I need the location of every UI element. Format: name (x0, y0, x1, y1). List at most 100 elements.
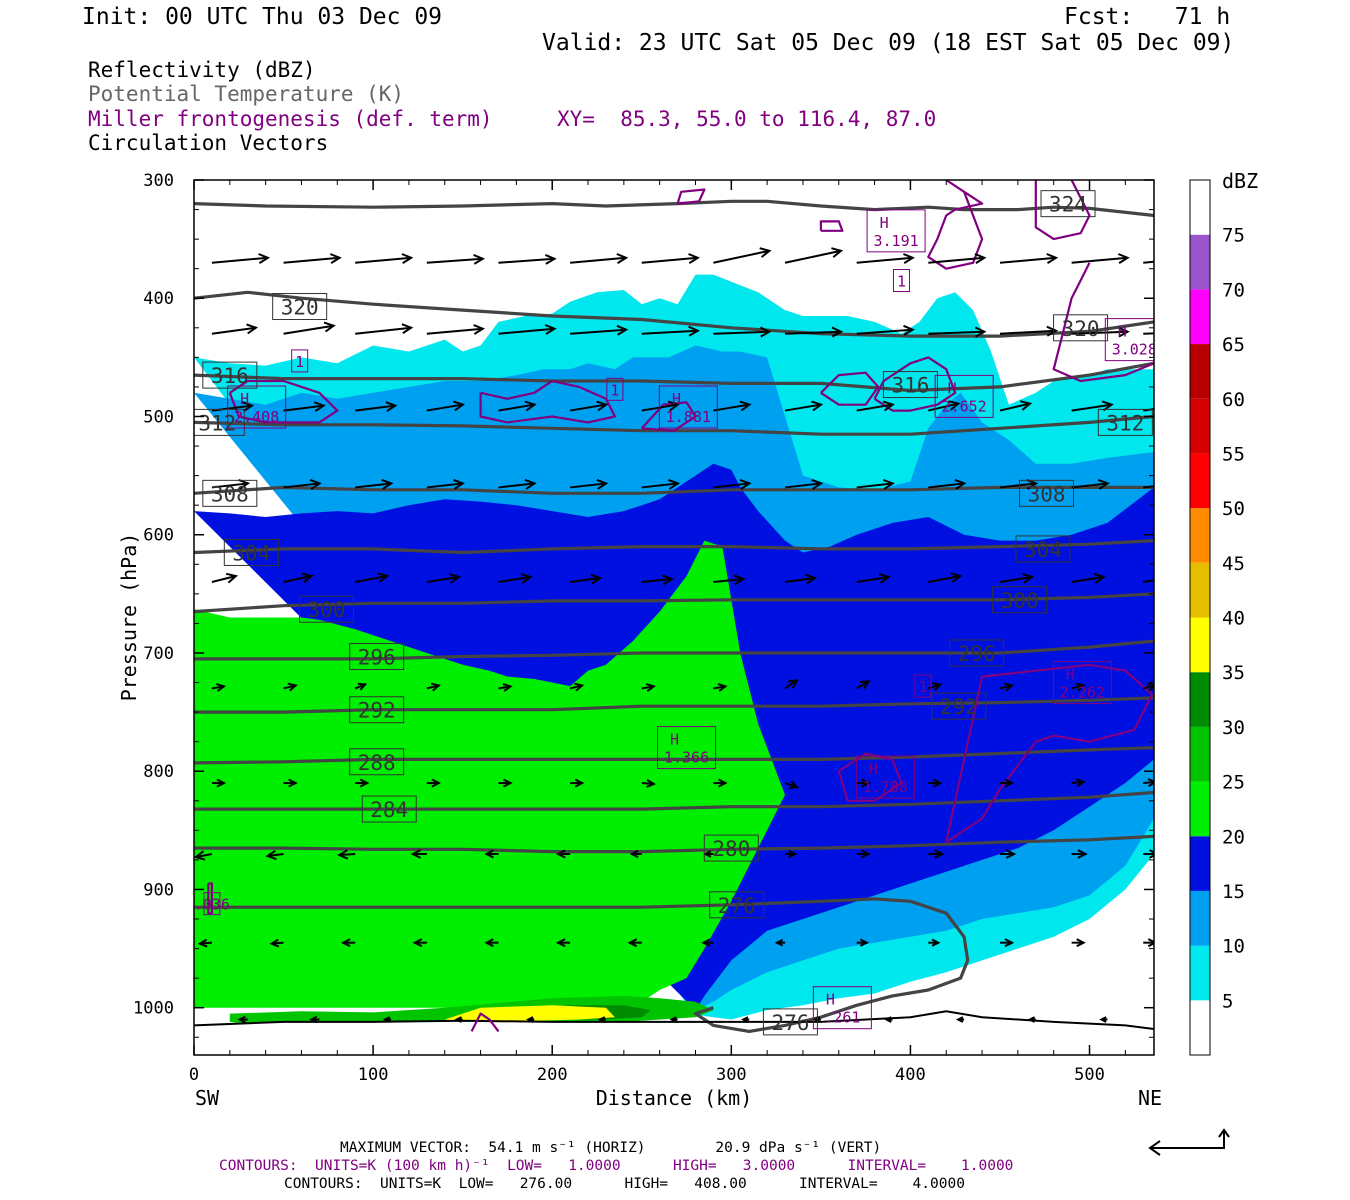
circulation-vector (526, 1016, 535, 1023)
circulation-vector (713, 326, 772, 338)
circulation-vector (928, 682, 943, 691)
y-tick-label: 1000 (133, 999, 174, 1019)
circulation-vector (856, 849, 871, 859)
forecast-hour: Fcst: 71 h (1064, 4, 1231, 30)
circulation-vector (928, 849, 945, 859)
init-time: Init: 00 UTC Thu 03 Dec 09 (82, 4, 443, 30)
circulation-vector (999, 572, 1035, 584)
circulation-vectors (194, 247, 1154, 1024)
theta-contour-308 (194, 485, 1154, 495)
colorbar-segment (1190, 344, 1210, 399)
colorbar-level-label: 50 (1222, 498, 1245, 520)
x-axis-left-end: SW (195, 1086, 220, 1110)
theta-label-304: 304 (223, 538, 279, 566)
y-tick-label: 400 (143, 289, 174, 309)
contour-labels: 324 320 320 316 316 312 312 308 308 304 304 300 300 2… (194, 190, 1154, 1036)
theta-contour-280 (194, 834, 1154, 854)
circulation-vector (426, 478, 465, 490)
theta-label-text: 288 (358, 751, 396, 775)
circulation-vector (355, 323, 414, 335)
circulation-vector (641, 253, 700, 264)
fronto-label: H1.881 (658, 385, 718, 429)
fronto-label-text: 1 (295, 353, 304, 371)
circulation-vector (785, 849, 798, 859)
theta-label-text: 304 (232, 541, 270, 565)
fronto-label-text: 1.366 (664, 749, 709, 767)
colorbar-level-label: 75 (1222, 225, 1245, 247)
theta-label-300: 300 (992, 586, 1048, 614)
circulation-vector (856, 400, 895, 412)
theta-label-text: 312 (198, 411, 236, 435)
circulation-vector (426, 324, 485, 335)
circulation-vector (856, 778, 871, 788)
circulation-vector (999, 682, 1015, 692)
colorbar-segment (1190, 453, 1210, 509)
theta-contour-276 (194, 897, 970, 1034)
footer-contours-fronto: CONTOURS: UNITS=K (100 km h)⁻¹ LOW= 1.00… (219, 1158, 1014, 1174)
fronto-label: 1 (291, 349, 309, 373)
fronto-label-text: H (670, 731, 679, 749)
circulation-vector (703, 850, 714, 858)
theta-label-316: 316 (202, 361, 258, 389)
fronto-label-text: H (869, 760, 878, 778)
colorbar-level-label: 60 (1222, 389, 1245, 411)
circulation-vector (785, 326, 844, 338)
circulation-vector (784, 478, 824, 490)
circulation-vector (426, 572, 461, 584)
circulation-vector (999, 938, 1015, 948)
circulation-vector (569, 573, 603, 585)
circulation-vector (1071, 938, 1086, 948)
circulation-vector (1143, 485, 1154, 489)
circulation-vector (283, 778, 298, 788)
theta-label-300: 300 (299, 595, 355, 623)
circulation-vector (928, 572, 963, 584)
x-tick-label: 400 (895, 1065, 926, 1085)
theta-label-text: 276 (771, 1011, 809, 1035)
circulation-vector (856, 938, 869, 947)
theta-label-292: 292 (349, 696, 405, 724)
circulation-vector (354, 682, 368, 691)
theta-contour-292 (194, 696, 1154, 714)
circulation-vector (570, 253, 629, 264)
fronto-label: H2.408 (227, 385, 287, 429)
y-tick-label: 500 (143, 407, 174, 427)
circulation-vector (669, 1016, 678, 1023)
colorbar-level-label: 20 (1222, 826, 1245, 848)
legend-theta: Potential Temperature (K) (88, 82, 405, 106)
circulation-vector (555, 938, 571, 948)
circulation-vector (555, 849, 571, 859)
colorbar-segment (1190, 398, 1210, 454)
theta-label-text: 316 (211, 364, 249, 388)
fronto-contour (927, 180, 984, 270)
fronto-label-text: H (240, 390, 249, 408)
vector-scale-arrow (1148, 1128, 1230, 1156)
circulation-vector (1027, 1016, 1036, 1023)
circulation-vector (211, 478, 251, 490)
circulation-vector (426, 400, 465, 412)
circulation-vector (283, 682, 298, 692)
theta-label-text: 324 (1049, 193, 1087, 217)
theta-label-312: 312 (194, 408, 245, 436)
theta-label-text: 280 (712, 837, 750, 861)
x-tick-label: 200 (537, 1065, 568, 1085)
fronto-label: H2.652 (934, 374, 994, 418)
colorbar-level-label: 70 (1222, 279, 1245, 301)
circulation-vector (1143, 260, 1154, 264)
colorbar-frame (1189, 179, 1211, 1056)
theta-contour-312 (194, 414, 1154, 436)
fronto-contour (945, 663, 1154, 844)
theta-label-292: 292 (931, 692, 987, 720)
fronto-label: H3.191 (866, 209, 926, 253)
circulation-vector (999, 478, 1039, 490)
colorbar-segment (1190, 508, 1210, 563)
below-ground-mask (194, 1011, 1154, 1055)
y-tick-label: 900 (143, 880, 174, 900)
theta-label-316: 316 (882, 371, 938, 399)
colorbar-level-label: 25 (1222, 772, 1245, 794)
circulation-vector (498, 324, 557, 335)
circulation-vector (701, 938, 714, 947)
circulation-vector (309, 1015, 320, 1024)
fronto-contour (837, 752, 903, 802)
circulation-vector (784, 780, 800, 790)
